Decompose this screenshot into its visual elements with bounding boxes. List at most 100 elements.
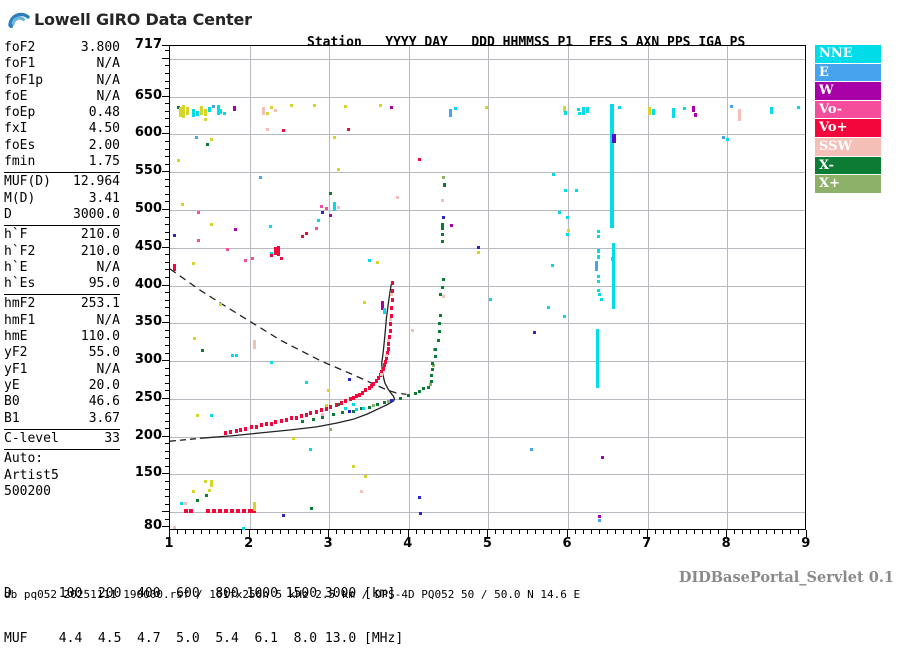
param-label: foF1p — [4, 72, 44, 88]
echo-point — [390, 297, 394, 302]
echo-point — [181, 203, 185, 207]
y-tick-label: 650 — [134, 87, 162, 103]
gridline-horizontal — [170, 436, 805, 438]
echo-point — [224, 430, 228, 435]
echo-point — [647, 106, 651, 115]
y-tick-label: 150 — [134, 465, 162, 481]
echo-point — [448, 108, 452, 117]
param-value: 253.1 — [80, 296, 120, 312]
echo-point — [418, 389, 422, 393]
param-row-hf2: h`F2 210.0 — [4, 244, 120, 260]
echo-point — [552, 173, 556, 176]
echo-point — [316, 219, 320, 223]
echo-point — [247, 509, 252, 514]
param-row-fmin: fmin 1.75 — [4, 154, 120, 170]
x-tick-label: 6 — [562, 536, 572, 551]
echo-point — [329, 405, 333, 409]
param-row-fof2: foF2 3.800 — [4, 40, 120, 56]
echo-point — [428, 383, 432, 386]
param-label: foEp — [4, 105, 36, 121]
echo-point — [484, 105, 488, 109]
axis-tick — [162, 397, 169, 399]
axis-tick — [162, 208, 169, 210]
param-value: 20.0 — [88, 377, 120, 393]
echo-point — [369, 383, 373, 388]
legend-item-w: W — [815, 82, 881, 100]
legend-item-ssw: SSW — [815, 137, 881, 156]
gridline-vertical — [329, 46, 331, 529]
param-row-fof1p: foF1p N/A — [4, 73, 120, 89]
echo-point — [315, 227, 318, 231]
axis-tick — [162, 246, 169, 248]
legend-item-voplus: Vo+ — [815, 119, 881, 137]
echo-point — [596, 275, 600, 278]
echo-point — [436, 338, 440, 342]
y-tick-label: 550 — [134, 163, 162, 179]
echo-point — [413, 392, 417, 396]
echo-point — [361, 406, 365, 410]
y-tick-label: 300 — [134, 352, 162, 368]
echo-point — [449, 223, 453, 227]
echo-point — [195, 498, 199, 502]
echo-point — [339, 401, 343, 406]
autoscaling-info-line: Artist5 — [4, 467, 59, 483]
param-value: 46.6 — [88, 394, 120, 410]
param-row-b0: B0 46.6 — [4, 394, 120, 410]
echo-point — [476, 250, 480, 254]
echo-point — [282, 129, 286, 133]
echo-point — [321, 412, 325, 416]
muf-table: D 100 200 400 600 800 1000 1500 3000 [km… — [4, 556, 403, 661]
echo-point — [229, 429, 232, 434]
gridline-horizontal — [170, 474, 805, 476]
param-label: yF2 — [4, 345, 28, 361]
echo-point — [383, 401, 387, 405]
echo-point — [399, 396, 403, 400]
echo-point — [351, 465, 355, 469]
echo-point — [440, 239, 444, 243]
param-row-fof1: foF1 N/A — [4, 56, 120, 72]
echo-point — [371, 404, 375, 408]
echo-point — [564, 188, 568, 192]
echo-point — [387, 338, 391, 342]
echo-point — [282, 513, 286, 517]
echo-point — [351, 395, 355, 400]
echo-point — [439, 314, 443, 318]
echo-point — [533, 330, 537, 334]
echo-point — [235, 354, 239, 358]
echo-point — [183, 509, 188, 514]
echo-point — [596, 234, 600, 238]
echo-point — [443, 182, 447, 187]
gridline-horizontal — [170, 134, 805, 136]
brand-title: Lowell GIRO Data Center — [34, 9, 252, 29]
echo-point — [434, 348, 438, 352]
gridline-horizontal — [170, 172, 805, 174]
param-row-hf: h`F 210.0 — [4, 227, 120, 243]
echo-point — [276, 246, 280, 257]
gridline-horizontal — [170, 512, 805, 514]
legend-item-vominus: Vo- — [815, 100, 881, 119]
param-value: 3000.0 — [73, 206, 120, 222]
echo-point — [230, 509, 235, 514]
param-value: N/A — [96, 361, 120, 377]
echo-point — [596, 229, 600, 233]
status-line: db pq052 20251111 190000.rsf / 161fx256h… — [4, 588, 581, 601]
autoscaling-info-line: 500200 — [4, 484, 51, 500]
echo-point — [598, 293, 602, 297]
axis-tick — [567, 530, 568, 537]
gridline-horizontal — [170, 247, 805, 249]
echo-point — [269, 105, 273, 109]
echo-point — [440, 222, 444, 230]
echo-point — [376, 261, 380, 265]
param-value: 3.41 — [88, 190, 120, 206]
echo-point — [325, 404, 329, 408]
echo-point — [596, 254, 600, 259]
echo-point — [219, 302, 223, 306]
echo-point — [441, 176, 445, 179]
echo-point — [557, 210, 561, 214]
echo-point — [381, 300, 384, 310]
ionogram-plot — [169, 45, 806, 531]
echo-point — [250, 256, 254, 260]
echo-point — [206, 509, 211, 514]
echo-point — [562, 315, 566, 318]
param-label: yE — [4, 377, 20, 393]
